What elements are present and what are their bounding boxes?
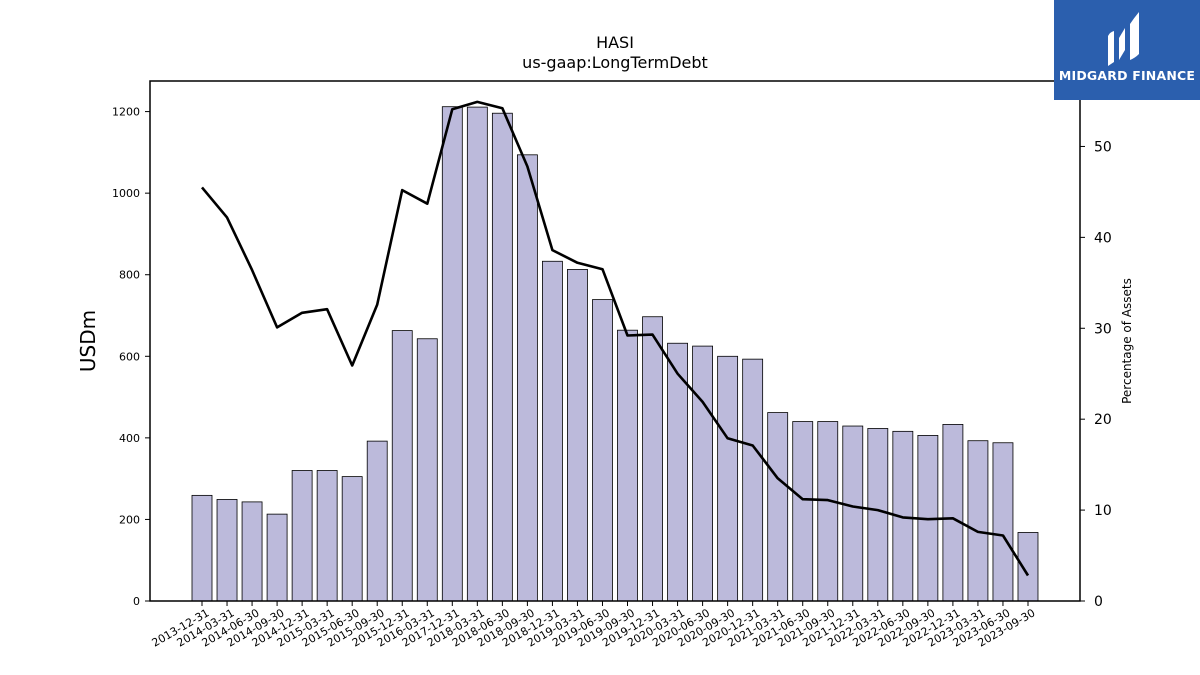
line-series [201, 100, 1030, 577]
bar [416, 338, 438, 602]
bar [817, 421, 839, 602]
bar [241, 501, 263, 602]
bar [617, 329, 638, 602]
bar [717, 355, 739, 602]
logo-badge [1054, 0, 1200, 100]
bar [216, 499, 238, 602]
chart-title: HASI [596, 33, 634, 52]
bar [967, 440, 989, 602]
bar [842, 425, 864, 602]
plot-frame [149, 80, 1081, 602]
bar [441, 106, 463, 602]
y2-axis-label: Percentage of Assets [1120, 278, 1134, 404]
y-tick-label: 800 [119, 269, 140, 282]
bar [567, 269, 588, 602]
y-tick-label: 400 [119, 432, 140, 445]
midgard-logo-icon [1108, 12, 1139, 66]
bar [341, 476, 363, 602]
bar [316, 470, 338, 602]
bar [592, 299, 613, 602]
y2-tick-label: 40 [1094, 230, 1112, 246]
y-axis-label: USDm [76, 310, 100, 372]
bar [942, 424, 964, 602]
chart-subtitle: us-gaap:LongTermDebt [522, 53, 708, 72]
bar [266, 513, 288, 602]
bar [291, 470, 313, 602]
y2-tick-label: 20 [1094, 412, 1112, 428]
bar [516, 154, 538, 602]
bar [391, 330, 413, 602]
y2-tick-label: 10 [1094, 503, 1112, 519]
y-tick-label: 0 [133, 595, 140, 608]
y2-tick-label: 0 [1094, 594, 1103, 610]
bar [642, 316, 663, 602]
bar-series [191, 106, 1039, 602]
bar [792, 421, 814, 602]
right-axis: 0 10 20 30 40 50 [1080, 139, 1112, 610]
bar [867, 428, 889, 602]
bar [1017, 532, 1039, 602]
left-axis: 0 200 400 600 800 1000 1200 [112, 106, 150, 608]
y2-tick-label: 30 [1094, 321, 1112, 337]
bar [191, 494, 213, 602]
bar [366, 440, 388, 602]
logo-text: MIDGARD FINANCE [1058, 68, 1196, 83]
y-tick-label: 200 [119, 513, 140, 526]
bar [466, 106, 488, 602]
y-tick-label: 1200 [112, 106, 140, 119]
x-axis: 2013-12-312014-03-312014-06-302014-09-30… [150, 601, 1037, 650]
bar [491, 112, 513, 602]
bar [992, 442, 1014, 602]
y-tick-label: 600 [119, 350, 140, 363]
y2-tick-label: 50 [1094, 139, 1112, 155]
bar [742, 358, 764, 602]
bar [692, 345, 713, 602]
y-tick-label: 1000 [112, 187, 140, 200]
percentage-line [201, 100, 1030, 577]
bar [542, 260, 563, 602]
bar [767, 412, 789, 602]
